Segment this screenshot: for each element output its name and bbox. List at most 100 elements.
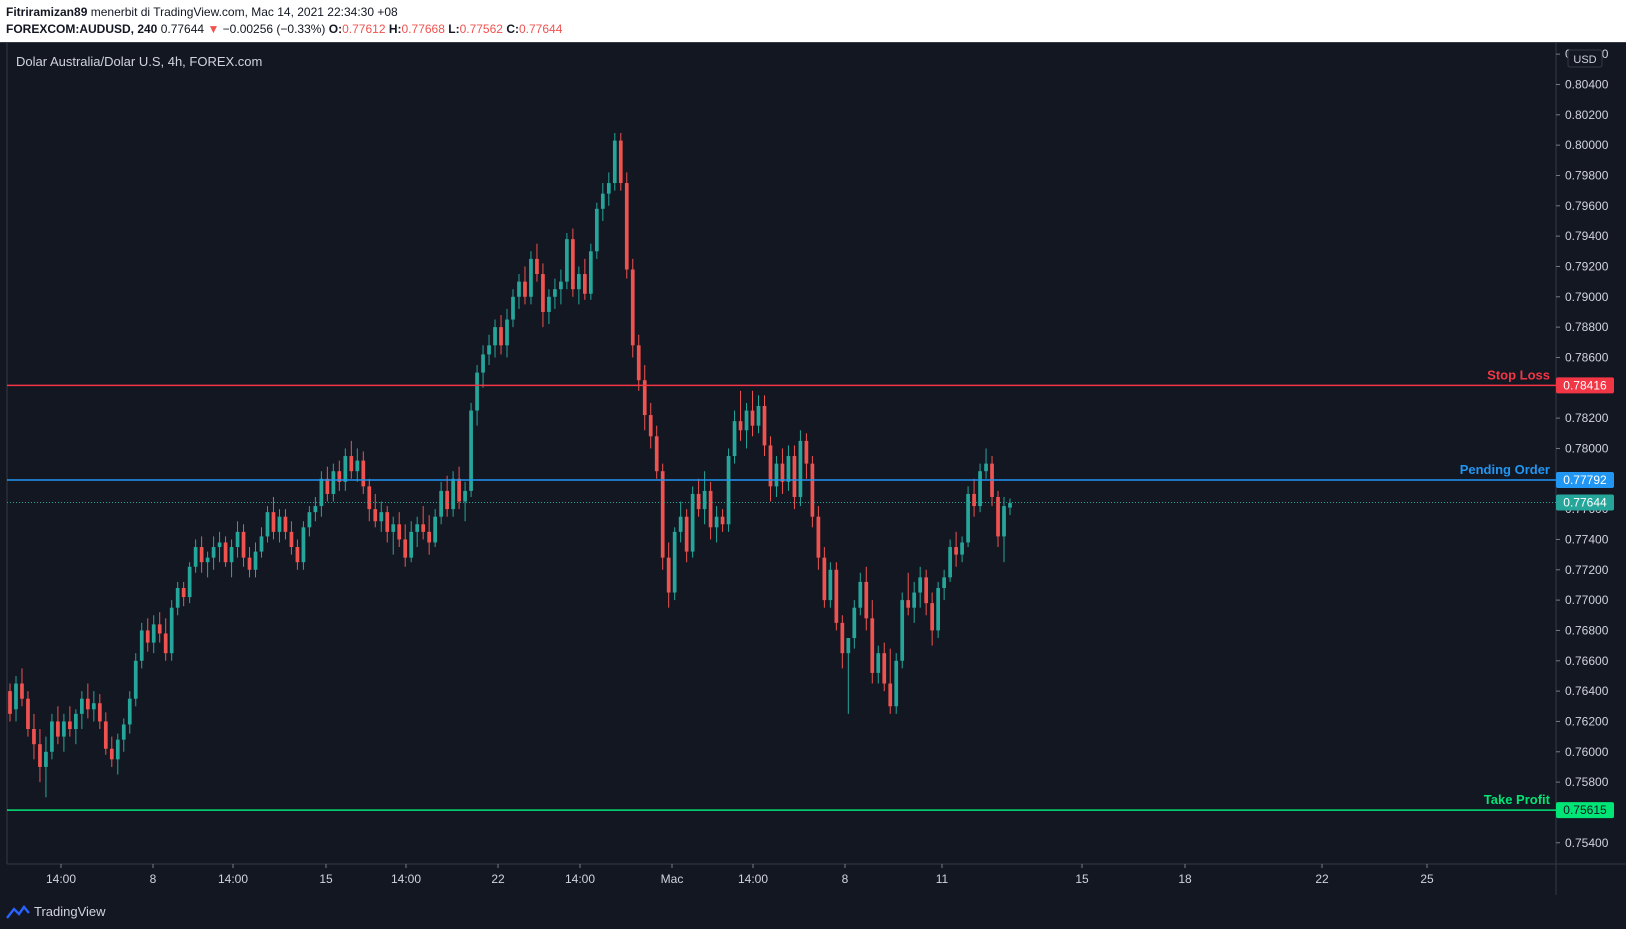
price-tick-label: 0.79000 (1565, 290, 1609, 304)
candle-body (882, 653, 887, 684)
candle (451, 471, 455, 517)
candle (618, 132, 623, 191)
candle (331, 463, 336, 502)
candle (738, 390, 743, 441)
candle-body (582, 274, 587, 294)
candle (121, 718, 126, 752)
candle-body (397, 524, 402, 540)
candle-body (211, 547, 216, 558)
candle (157, 612, 162, 643)
candle (936, 581, 940, 639)
open-value: 0.77612 (342, 22, 386, 36)
time-tick-label: 8 (150, 872, 157, 886)
price-tick-label: 0.77200 (1565, 563, 1609, 577)
candle-body (493, 327, 497, 346)
candle-body (828, 569, 833, 601)
price-axis: 0.754000.756000.758000.760000.762000.764… (1556, 47, 1609, 850)
candle (918, 566, 923, 608)
candle-body (475, 372, 479, 411)
candle-body (14, 683, 18, 710)
currency-badge-box (1567, 49, 1603, 68)
candle (14, 675, 18, 722)
candle-body (319, 478, 324, 507)
candle-body (97, 703, 102, 722)
candle-body (612, 140, 617, 184)
candle (373, 493, 378, 528)
candle (588, 243, 593, 300)
chart-frame[interactable]: 0.754000.756000.758000.760000.762000.764… (0, 42, 1626, 895)
candle (505, 308, 509, 358)
candle (523, 266, 527, 305)
candle-body (1008, 503, 1012, 508)
candle (798, 430, 803, 507)
candle (511, 289, 515, 328)
candle-body (852, 607, 857, 639)
candle-body (32, 729, 36, 745)
candle (840, 615, 845, 669)
price-tick-label: 0.79200 (1565, 259, 1609, 273)
candle (834, 562, 839, 631)
candle (756, 395, 761, 434)
candle (20, 668, 24, 707)
candle-body (62, 721, 66, 737)
candlestick-chart[interactable]: 0.754000.756000.758000.760000.762000.764… (0, 42, 1626, 895)
candle (241, 524, 246, 567)
candle (319, 471, 324, 517)
take-profit-line: Take Profit 0.75615 (7, 792, 1614, 819)
candle (606, 172, 611, 206)
candle (553, 278, 557, 309)
candle (8, 683, 12, 722)
candle (205, 551, 210, 578)
candle (768, 436, 773, 502)
price-tick-label: 0.80400 (1565, 77, 1609, 91)
candle-body (265, 512, 270, 537)
price-change: −0.00256 (−0.33%) (222, 22, 326, 36)
candle (600, 183, 605, 221)
candle-body (870, 618, 875, 673)
candle (265, 506, 270, 543)
last-price-badge (1556, 494, 1614, 511)
author-name[interactable]: Fitriramizan89 (6, 5, 88, 19)
candle (876, 645, 881, 684)
candle (289, 521, 294, 555)
candle-body (594, 208, 599, 252)
candle-body (175, 587, 180, 608)
candle-body (253, 551, 258, 570)
candle (421, 506, 426, 540)
candle-body (271, 512, 276, 532)
candle-body (924, 577, 929, 604)
candle (990, 456, 994, 507)
candle (139, 622, 144, 669)
price-tick-label: 0.79800 (1565, 168, 1609, 182)
candle-body (553, 289, 557, 297)
time-tick-label: 8 (842, 872, 849, 886)
price-tick-label: 0.77000 (1565, 593, 1609, 607)
candle-body (966, 493, 970, 543)
time-tick-label: 15 (319, 872, 333, 886)
candle (271, 496, 276, 540)
price-tick-label: 0.78000 (1565, 441, 1609, 455)
candle-body (205, 557, 210, 563)
candle-body (259, 536, 264, 552)
price-tick-label: 0.79600 (1565, 199, 1609, 213)
candle-body (954, 547, 958, 555)
price-tick-label: 0.78200 (1565, 411, 1609, 425)
candle (133, 653, 138, 707)
candle-body (768, 445, 773, 487)
candle-body (714, 516, 719, 528)
footer-brand[interactable]: TradingView (34, 904, 106, 919)
take-profit-price-label: 0.75615 (1563, 803, 1607, 817)
candle (541, 263, 545, 328)
candle (427, 515, 432, 555)
candle-body (181, 587, 186, 598)
candle (582, 258, 587, 300)
candles (8, 132, 1012, 798)
candle (235, 521, 240, 558)
candle (966, 486, 970, 548)
candle (439, 481, 443, 525)
candle-body (834, 569, 839, 623)
candle-body (672, 531, 677, 593)
candle (666, 542, 671, 608)
tradingview-logo-icon[interactable] (6, 905, 30, 919)
candle (792, 445, 797, 510)
